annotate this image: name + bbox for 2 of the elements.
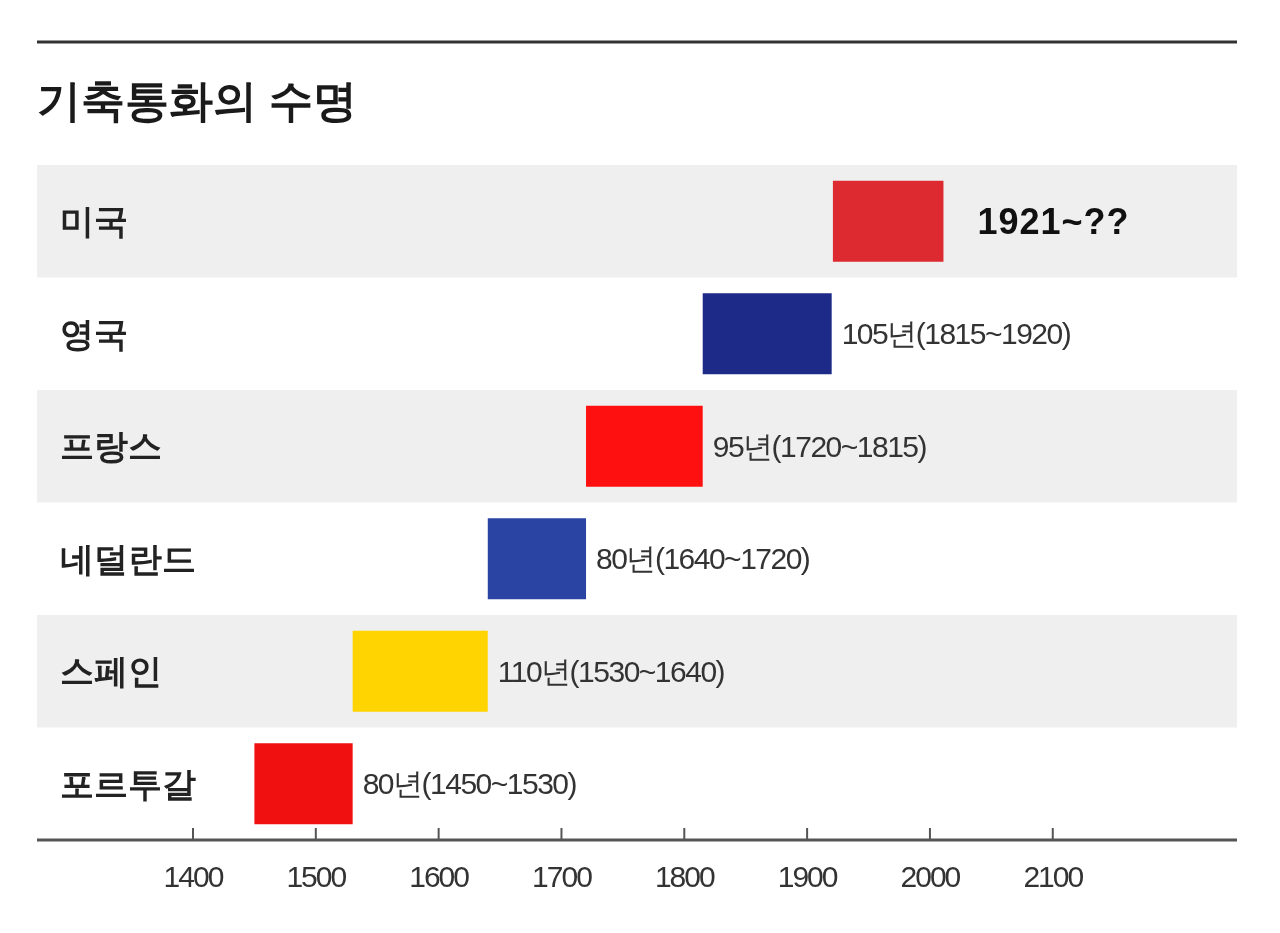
annotation: 1921~?? bbox=[977, 200, 1130, 242]
title: 기축통화의 수명 bbox=[37, 75, 358, 125]
